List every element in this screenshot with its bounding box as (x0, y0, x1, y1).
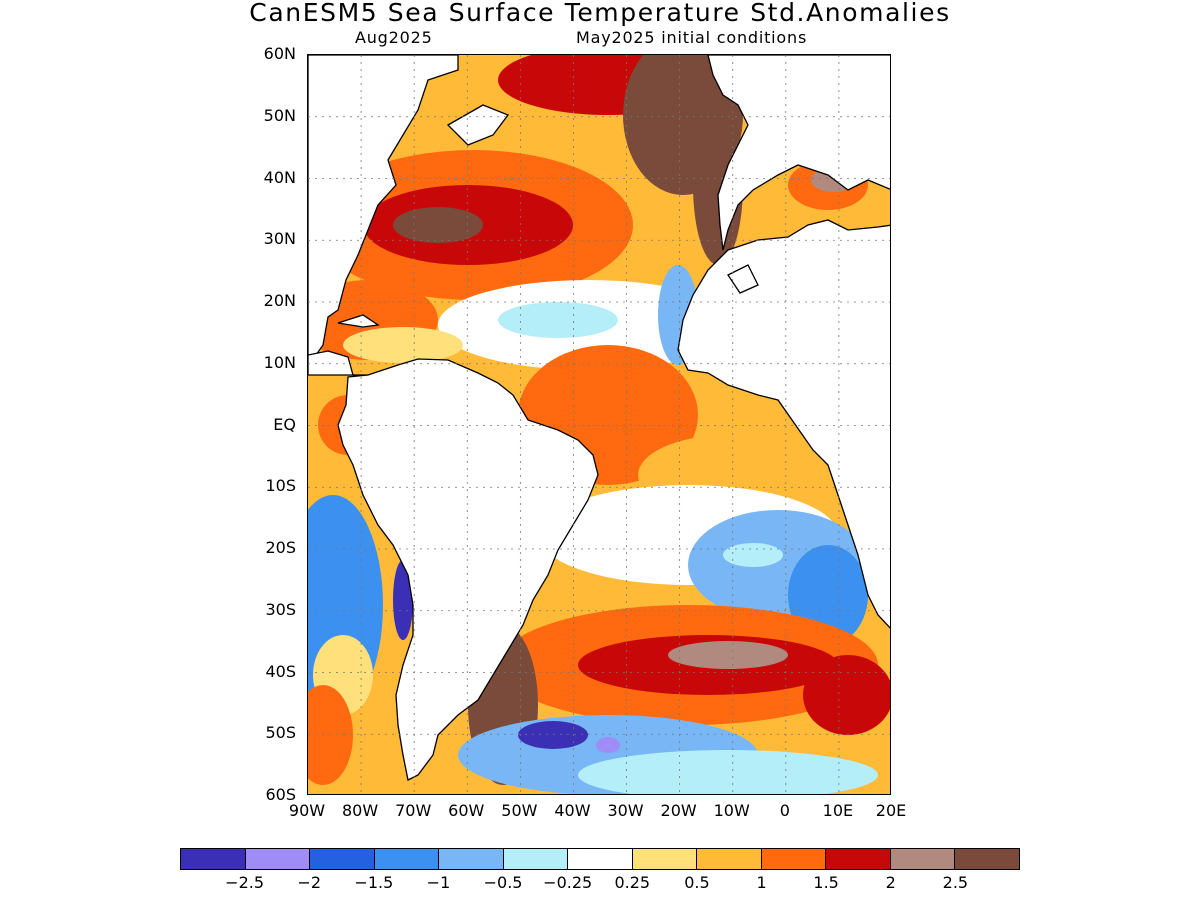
colorbar-swatch (826, 849, 891, 869)
lat-tick-label: 30N (263, 229, 296, 249)
colorbar-swatch (245, 849, 311, 869)
sst-anomaly-map (307, 54, 891, 795)
field-ep-south-warm (308, 685, 353, 785)
field-sa-extreme (668, 641, 788, 669)
land-cuba (337, 314, 380, 328)
field-peru-strong-cool (393, 560, 413, 640)
colorbar-swatch (568, 849, 633, 869)
colorbar-swatch (503, 849, 569, 869)
lat-tick-label: 30S (265, 599, 296, 619)
lon-tick-label: 0 (779, 801, 790, 820)
lat-tick-label: 40S (265, 661, 296, 681)
lat-tick-label: 20S (265, 538, 296, 557)
colorbar-label: 1.5 (813, 873, 839, 892)
lat-tick-label: 50S (265, 723, 296, 743)
land-europe (707, 55, 890, 251)
lat-tick-label: 50N (263, 105, 296, 125)
land-iberia-detail (727, 264, 759, 294)
lon-tick-label: 40W (554, 801, 591, 820)
colorbar-label: 2.5 (942, 873, 969, 892)
colorbar (180, 848, 1020, 870)
lon-tick-label: 50W (501, 801, 538, 820)
colorbar-swatch (955, 849, 1019, 869)
colorbar-label: −2.5 (225, 873, 265, 892)
colorbar-swatch (890, 849, 956, 869)
lat-tick-label: EQ (273, 414, 296, 434)
lon-tick-label: 90W (288, 801, 326, 820)
colorbar-label: 1 (756, 873, 767, 892)
lon-tick-label: 10W (713, 801, 750, 820)
lon-tick-label: 70W (395, 801, 432, 820)
field-southern-neutral (578, 750, 878, 794)
chart-title: CanESM5 Sea Surface Temperature Std.Anom… (249, 0, 951, 27)
colorbar-label: −2 (297, 873, 322, 892)
lon-tick-label: 20E (875, 801, 907, 820)
lat-tick-label: 10N (263, 352, 296, 372)
field-sa-cool-patch (723, 543, 783, 567)
field-subtrop-cool (498, 302, 618, 338)
land-north-america (308, 55, 459, 356)
lon-tick-label: 30W (607, 801, 644, 820)
colorbar-label: −0.25 (543, 873, 593, 892)
lat-tick-label: 10S (265, 476, 296, 496)
map-canvas (308, 55, 890, 794)
field-southern-cool-spot (596, 737, 620, 753)
colorbar-swatch (697, 849, 762, 869)
lat-tick-label: 40N (263, 167, 296, 187)
lat-tick-label: 20N (263, 291, 296, 310)
colorbar-swatch (632, 849, 698, 869)
lon-tick-label: 80W (341, 801, 379, 820)
lat-tick-label: 60S (265, 785, 296, 804)
colorbar-swatch (761, 849, 827, 869)
initial-conditions: May2025 initial conditions (576, 28, 808, 47)
lon-tick-label: 60W (448, 801, 485, 820)
field-na-extreme (393, 207, 483, 243)
lat-tick-label: 60N (263, 44, 296, 63)
colorbar-label: 2 (885, 873, 896, 892)
colorbar-label: −1.5 (354, 873, 394, 892)
land-south-america (337, 358, 599, 781)
land-africa (677, 219, 890, 629)
lon-tick-label: 20W (660, 801, 697, 820)
field-agulhas-hot (803, 655, 890, 735)
colorbar-swatch (374, 849, 440, 869)
land (308, 55, 890, 781)
field-caribbean-mild (343, 327, 463, 363)
colorbar-swatch (181, 849, 246, 869)
colorbar-label: −0.5 (483, 873, 523, 892)
forecast-month: Aug2025 (355, 28, 433, 47)
colorbar-swatch (310, 849, 375, 869)
lon-tick-label: 10E (822, 801, 854, 820)
land-newfoundland (446, 104, 510, 146)
gridlines (308, 55, 890, 794)
colorbar-label: −1 (426, 873, 451, 892)
colorbar-label: 0.5 (684, 873, 710, 892)
colorbar-swatch (439, 849, 504, 869)
field-southern-strong-cool (518, 721, 588, 749)
colorbar-label: 0.25 (614, 873, 651, 892)
